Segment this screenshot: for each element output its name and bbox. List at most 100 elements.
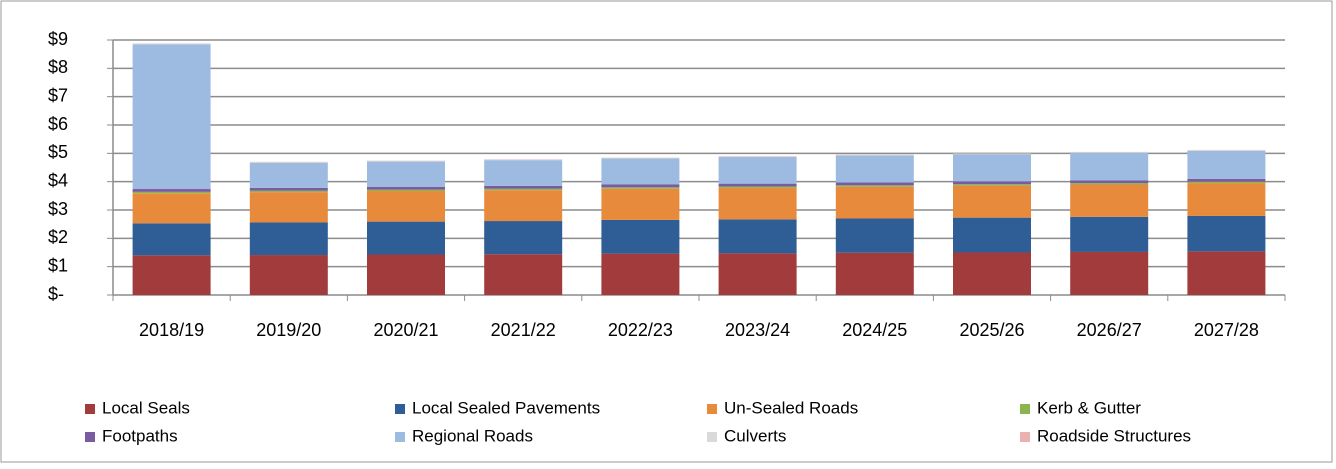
legend-swatch bbox=[395, 404, 405, 414]
bar-segment bbox=[367, 162, 445, 187]
legend-label: Roadside Structures bbox=[1037, 426, 1191, 445]
bar-segment bbox=[1187, 179, 1265, 182]
bar-segment bbox=[953, 154, 1031, 181]
bar-segment bbox=[1187, 183, 1265, 216]
bar-segment bbox=[719, 184, 797, 187]
legend-swatch bbox=[707, 432, 717, 442]
bar-segment bbox=[836, 155, 914, 156]
y-tick-label: $2 bbox=[48, 227, 68, 247]
x-tick-label: 2024/25 bbox=[842, 320, 907, 340]
bar-segment bbox=[1070, 185, 1148, 217]
legend-swatch bbox=[395, 432, 405, 442]
bar-segment bbox=[719, 156, 797, 157]
bar-segment bbox=[601, 254, 679, 295]
bar-segment bbox=[133, 192, 211, 193]
bar-segment bbox=[367, 190, 445, 191]
legend-label: Regional Roads bbox=[412, 426, 533, 445]
bar-segment bbox=[133, 189, 211, 192]
y-tick-label: $6 bbox=[48, 114, 68, 134]
legend-label: Footpaths bbox=[102, 426, 178, 445]
bar-segment bbox=[719, 253, 797, 295]
bar-segment bbox=[836, 183, 914, 186]
bar-segment bbox=[953, 253, 1031, 296]
legend-label: Kerb & Gutter bbox=[1037, 398, 1141, 417]
legend-label: Culverts bbox=[724, 426, 786, 445]
x-tick-label: 2027/28 bbox=[1194, 320, 1259, 340]
bar-segment bbox=[1070, 153, 1148, 180]
bar-segment bbox=[484, 160, 562, 161]
bar-segment bbox=[484, 221, 562, 254]
bar-segment bbox=[1187, 251, 1265, 295]
bar-segment bbox=[367, 191, 445, 222]
bar-segment bbox=[1187, 151, 1265, 179]
bar-segment bbox=[719, 188, 797, 219]
bar-segment bbox=[836, 155, 914, 182]
y-tick-label: $4 bbox=[48, 170, 68, 190]
bar-segment bbox=[250, 188, 328, 191]
bar-segment bbox=[719, 186, 797, 187]
bar-segment bbox=[719, 219, 797, 253]
bar-segment bbox=[1187, 150, 1265, 151]
x-tick-label: 2018/19 bbox=[139, 320, 204, 340]
x-tick-label: 2021/22 bbox=[491, 320, 556, 340]
legend-swatch bbox=[1020, 404, 1030, 414]
legend-label: Local Sealed Pavements bbox=[412, 398, 600, 417]
y-tick-label: $3 bbox=[48, 199, 68, 219]
bar-segment bbox=[133, 44, 211, 189]
bar-segment bbox=[1070, 183, 1148, 184]
bar-segment bbox=[601, 189, 679, 220]
bar-segment bbox=[367, 222, 445, 255]
bar-segment bbox=[367, 254, 445, 295]
bar-segment bbox=[601, 187, 679, 188]
bar-segment bbox=[367, 187, 445, 190]
bar-segment bbox=[1070, 180, 1148, 183]
bar-segment bbox=[133, 223, 211, 255]
bar-segment bbox=[250, 192, 328, 222]
bar-segment bbox=[250, 191, 328, 192]
bar-segment bbox=[1070, 217, 1148, 252]
x-tick-label: 2019/20 bbox=[256, 320, 321, 340]
bar-segment bbox=[1187, 182, 1265, 183]
legend-swatch bbox=[85, 432, 95, 442]
x-tick-label: 2022/23 bbox=[608, 320, 673, 340]
x-tick-label: 2020/21 bbox=[373, 320, 438, 340]
bar-segment bbox=[953, 218, 1031, 253]
x-tick-label: 2025/26 bbox=[959, 320, 1024, 340]
bar-segment bbox=[953, 184, 1031, 185]
legend-swatch bbox=[707, 404, 717, 414]
y-tick-label: $8 bbox=[48, 57, 68, 77]
bar-segment bbox=[836, 187, 914, 219]
legend-label: Un-Sealed Roads bbox=[724, 398, 858, 417]
bar-segment bbox=[1187, 216, 1265, 251]
y-tick-label: $- bbox=[48, 284, 64, 304]
y-tick-label: $7 bbox=[48, 85, 68, 105]
bar-segment bbox=[601, 220, 679, 254]
bar-segment bbox=[250, 222, 328, 255]
bar-segment bbox=[250, 163, 328, 188]
bar-segment bbox=[367, 161, 445, 162]
bar-segment bbox=[953, 186, 1031, 218]
bar-segment bbox=[484, 254, 562, 295]
bar-segment bbox=[1070, 252, 1148, 295]
bar-segment bbox=[133, 255, 211, 295]
y-tick-label: $9 bbox=[48, 29, 68, 49]
x-tick-label: 2023/24 bbox=[725, 320, 790, 340]
bar-segment bbox=[836, 219, 914, 253]
legend-label: Local Seals bbox=[102, 398, 190, 417]
bar-segment bbox=[953, 154, 1031, 155]
bar-segment bbox=[250, 162, 328, 163]
bar-segment bbox=[953, 181, 1031, 184]
bar-segment bbox=[601, 158, 679, 159]
bar-segment bbox=[484, 186, 562, 189]
bar-segment bbox=[601, 185, 679, 188]
bar-segment bbox=[250, 255, 328, 295]
bar-segment bbox=[836, 253, 914, 295]
y-tick-label: $5 bbox=[48, 142, 68, 162]
bar-segment bbox=[484, 190, 562, 221]
bar-segment bbox=[1070, 152, 1148, 153]
bar-segment bbox=[836, 185, 914, 186]
bar-segment bbox=[133, 44, 211, 45]
bar-segment bbox=[484, 189, 562, 190]
y-tick-label: $1 bbox=[48, 255, 68, 275]
